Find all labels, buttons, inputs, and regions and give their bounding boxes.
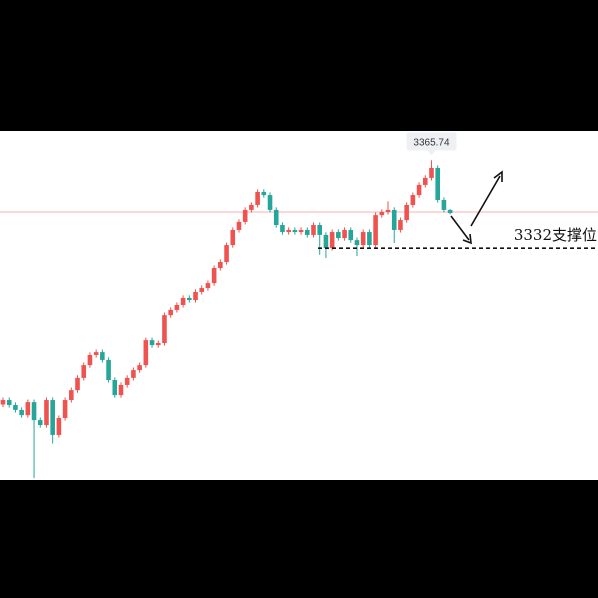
top-bar: [0, 0, 598, 131]
high-tag-pointer: [427, 150, 436, 156]
candle-body: [37, 420, 43, 426]
candle-body: [131, 370, 136, 378]
candle-body: [19, 409, 24, 416]
candle-body: [230, 229, 236, 246]
bottom-bar: [0, 480, 598, 598]
candle-body: [329, 232, 335, 248]
candle-body: [193, 291, 198, 301]
candle-body: [143, 340, 149, 366]
plot-area: [0, 131, 598, 480]
candle-body: [404, 204, 409, 221]
candle-body: [44, 400, 49, 426]
candle-body: [137, 365, 142, 371]
candle-body: [429, 167, 434, 178]
candle-body: [199, 288, 205, 292]
arrow-up: [470, 175, 501, 227]
candles: [0, 160, 598, 479]
candle-body: [118, 384, 124, 396]
candle-body: [249, 204, 254, 210]
candle-body: [236, 221, 242, 230]
candle-body: [75, 377, 80, 391]
candle-body: [261, 191, 267, 196]
candle-body: [385, 209, 391, 212]
candle-body: [298, 229, 304, 233]
candle-body: [317, 225, 323, 235]
candle-body: [255, 191, 260, 205]
candle-body: [360, 232, 366, 246]
candle-body: [155, 343, 161, 346]
candle-body: [62, 400, 68, 419]
candle-body: [168, 309, 173, 316]
candle-body: [348, 229, 354, 241]
high-tag: 3365.74: [413, 137, 450, 148]
candle-body: [273, 209, 279, 226]
candle-body: [292, 229, 298, 233]
candle-body: [218, 262, 223, 268]
candle-body: [336, 232, 341, 239]
candle-body: [25, 402, 31, 416]
candle-body: [435, 167, 440, 201]
candle-body: [69, 390, 74, 401]
candle-body: [391, 209, 397, 230]
support-label: 3332支撑位: [514, 226, 597, 244]
candle-body: [205, 283, 211, 289]
candle-body: [286, 229, 291, 233]
candle-body: [242, 209, 248, 222]
candle-body: [124, 377, 130, 385]
candle-body: [304, 229, 310, 235]
candle-body: [50, 400, 55, 435]
candle-body: [267, 195, 273, 210]
candle-body: [323, 234, 329, 248]
candle-body: [0, 400, 6, 405]
candle-body: [211, 267, 217, 284]
candle-body: [13, 404, 18, 410]
candle-body: [398, 220, 403, 230]
arrow-head: [493, 170, 503, 182]
candle-body: [447, 209, 453, 214]
candle-body: [112, 379, 118, 396]
candle-body: [416, 184, 422, 196]
candle-body: [6, 400, 12, 405]
candle-body: [354, 240, 360, 246]
candle-body: [93, 352, 99, 355]
candle-body: [100, 352, 105, 360]
candle-body: [87, 354, 93, 366]
candle-body: [162, 315, 167, 344]
candle-body: [224, 245, 229, 263]
arrow-head: [462, 233, 472, 245]
arrow-down: [450, 215, 470, 241]
candle-body: [81, 365, 87, 378]
candle-body: [280, 225, 285, 233]
candle-body: [31, 402, 37, 421]
candle-body: [422, 177, 428, 185]
candle-body: [56, 418, 62, 435]
candle-body: [441, 200, 447, 210]
candle-body: [180, 297, 186, 305]
arrows: [450, 170, 503, 245]
candle-body: [187, 297, 192, 301]
candle-body: [410, 195, 416, 205]
candle-body: [149, 340, 155, 346]
candle-body: [106, 359, 111, 380]
candle-body: [174, 304, 180, 310]
candle-body: [311, 225, 316, 235]
candle-body: [367, 232, 372, 246]
candle-body: [379, 211, 385, 216]
candle-body: [373, 215, 378, 246]
candle-body: [342, 229, 347, 239]
high-tag-bg: [406, 132, 457, 151]
